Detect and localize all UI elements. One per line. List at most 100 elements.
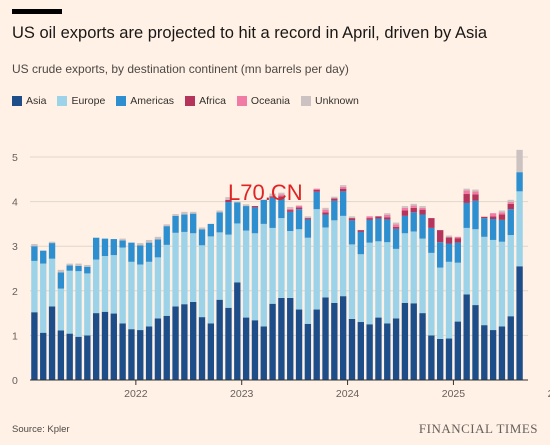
bar-segment-americas: [348, 220, 356, 245]
bar-segment-asia: [92, 313, 100, 380]
bar-segment-europe: [172, 232, 179, 307]
legend-item-asia: Asia: [12, 95, 46, 107]
bar-segment-europe: [278, 218, 285, 298]
bar-segment-americas: [339, 191, 347, 216]
y-tick-label: 2: [12, 286, 18, 298]
bar-segment-americas: [419, 214, 426, 239]
bar-segment-asia: [242, 317, 250, 380]
bar-segment-oceania: [507, 202, 514, 204]
bar-segment-americas: [313, 191, 320, 210]
bar-segment-europe: [119, 247, 126, 324]
bar-segment-europe: [84, 273, 91, 336]
bar-segment-oceania: [454, 236, 462, 239]
y-tick-label: 4: [12, 197, 18, 209]
bar-segment-asia: [190, 301, 197, 380]
bar-segment-americas: [207, 223, 215, 237]
bar-segment-americas: [101, 238, 109, 257]
bar-segment-unknown: [145, 239, 153, 243]
bar-segment-europe: [269, 227, 276, 304]
bar-segment-asia: [198, 317, 206, 380]
bar-segment-americas: [401, 215, 409, 234]
bar-segment-oceania: [401, 207, 409, 211]
bar-segment-europe: [357, 254, 364, 323]
bar-segment-unknown: [410, 203, 417, 206]
bar-segment-asia: [472, 305, 479, 380]
bar-segment-europe: [110, 255, 117, 314]
legend-swatch: [12, 96, 22, 106]
bar-segment-africa: [384, 217, 391, 220]
bar-segment-asia: [225, 307, 232, 380]
bar-segment-europe: [295, 229, 303, 310]
bar-segment-europe: [445, 261, 453, 339]
bar-segment-americas: [481, 218, 488, 237]
x-tick-label: 2022: [124, 388, 148, 400]
bar-segment-asia: [40, 332, 47, 380]
bar-segment-americas: [181, 214, 188, 232]
bar-segment-asia: [84, 335, 91, 380]
bar-segment-europe: [481, 236, 488, 326]
bar-segment-asia: [392, 318, 400, 380]
bar-segment-americas: [163, 226, 170, 245]
bar-segment-unknown: [137, 243, 144, 246]
bar-segment-americas: [216, 212, 223, 233]
bar-segment-africa: [375, 216, 382, 219]
bar-segment-europe: [75, 271, 82, 337]
bar-segment-americas: [145, 242, 153, 262]
bar-segment-unknown: [234, 201, 241, 203]
legend-item-africa: Africa: [185, 95, 226, 107]
bar-segment-americas: [498, 219, 506, 242]
y-tick-label: 5: [12, 152, 18, 164]
bar-segment-asia: [445, 338, 453, 380]
bar-segment-europe: [366, 242, 373, 325]
bar-segment-asia: [260, 326, 267, 380]
chart-subtitle: US crude exports, by destination contine…: [12, 62, 349, 76]
bar-segment-africa: [251, 206, 259, 208]
legend-label: Asia: [26, 95, 47, 107]
bar-segment-americas: [410, 212, 417, 232]
bar-segment-oceania: [498, 212, 506, 215]
bar-segment-asia: [234, 282, 241, 380]
bar-segment-unknown: [472, 189, 479, 192]
bar-segment-americas: [428, 227, 435, 253]
bar-segment-americas: [119, 240, 126, 248]
bar-segment-unknown: [498, 210, 506, 213]
bar-segment-asia: [154, 318, 162, 380]
bar-segment-africa: [331, 198, 338, 201]
bar-segment-africa: [463, 194, 470, 203]
bar-segment-americas: [75, 265, 82, 272]
bar-segment-africa: [410, 207, 417, 213]
bar-segment-europe: [322, 227, 329, 298]
bar-segment-africa: [445, 237, 453, 244]
bar-segment-asia: [419, 313, 426, 380]
bar-segment-europe: [304, 237, 312, 324]
bar-segment-unknown: [419, 206, 426, 208]
bar-segment-africa: [437, 230, 444, 243]
bar-segment-americas: [92, 237, 100, 260]
bar-segment-oceania: [392, 224, 400, 228]
bar-segment-europe: [31, 260, 38, 313]
bar-segment-asia: [57, 330, 65, 380]
bar-segment-asia: [145, 326, 153, 380]
bar-segment-europe: [40, 263, 47, 333]
bar-segment-europe: [163, 244, 170, 316]
bar-segment-unknown: [516, 149, 523, 173]
y-tick-label: 0: [12, 375, 18, 387]
bar-segment-asia: [348, 318, 356, 380]
bar-segment-europe: [66, 270, 73, 334]
bar-segment-americas: [366, 219, 373, 243]
bar-segment-europe: [428, 252, 435, 336]
bar-segment-africa: [304, 218, 312, 220]
bar-segment-europe: [251, 233, 259, 321]
bar-segment-americas: [287, 211, 294, 232]
bar-segment-unknown: [348, 216, 356, 219]
bar-segment-unknown: [401, 206, 409, 208]
legend-swatch: [301, 96, 312, 106]
bar-segment-americas: [40, 250, 47, 264]
bar-segment-europe: [145, 261, 153, 327]
bar-segment-oceania: [295, 205, 303, 208]
bar-segment-americas: [84, 266, 91, 274]
bar-segment-europe: [472, 229, 479, 306]
x-tick-label: 2025: [442, 388, 466, 400]
bar-segment-americas: [507, 209, 514, 236]
bar-segment-africa: [278, 196, 285, 199]
